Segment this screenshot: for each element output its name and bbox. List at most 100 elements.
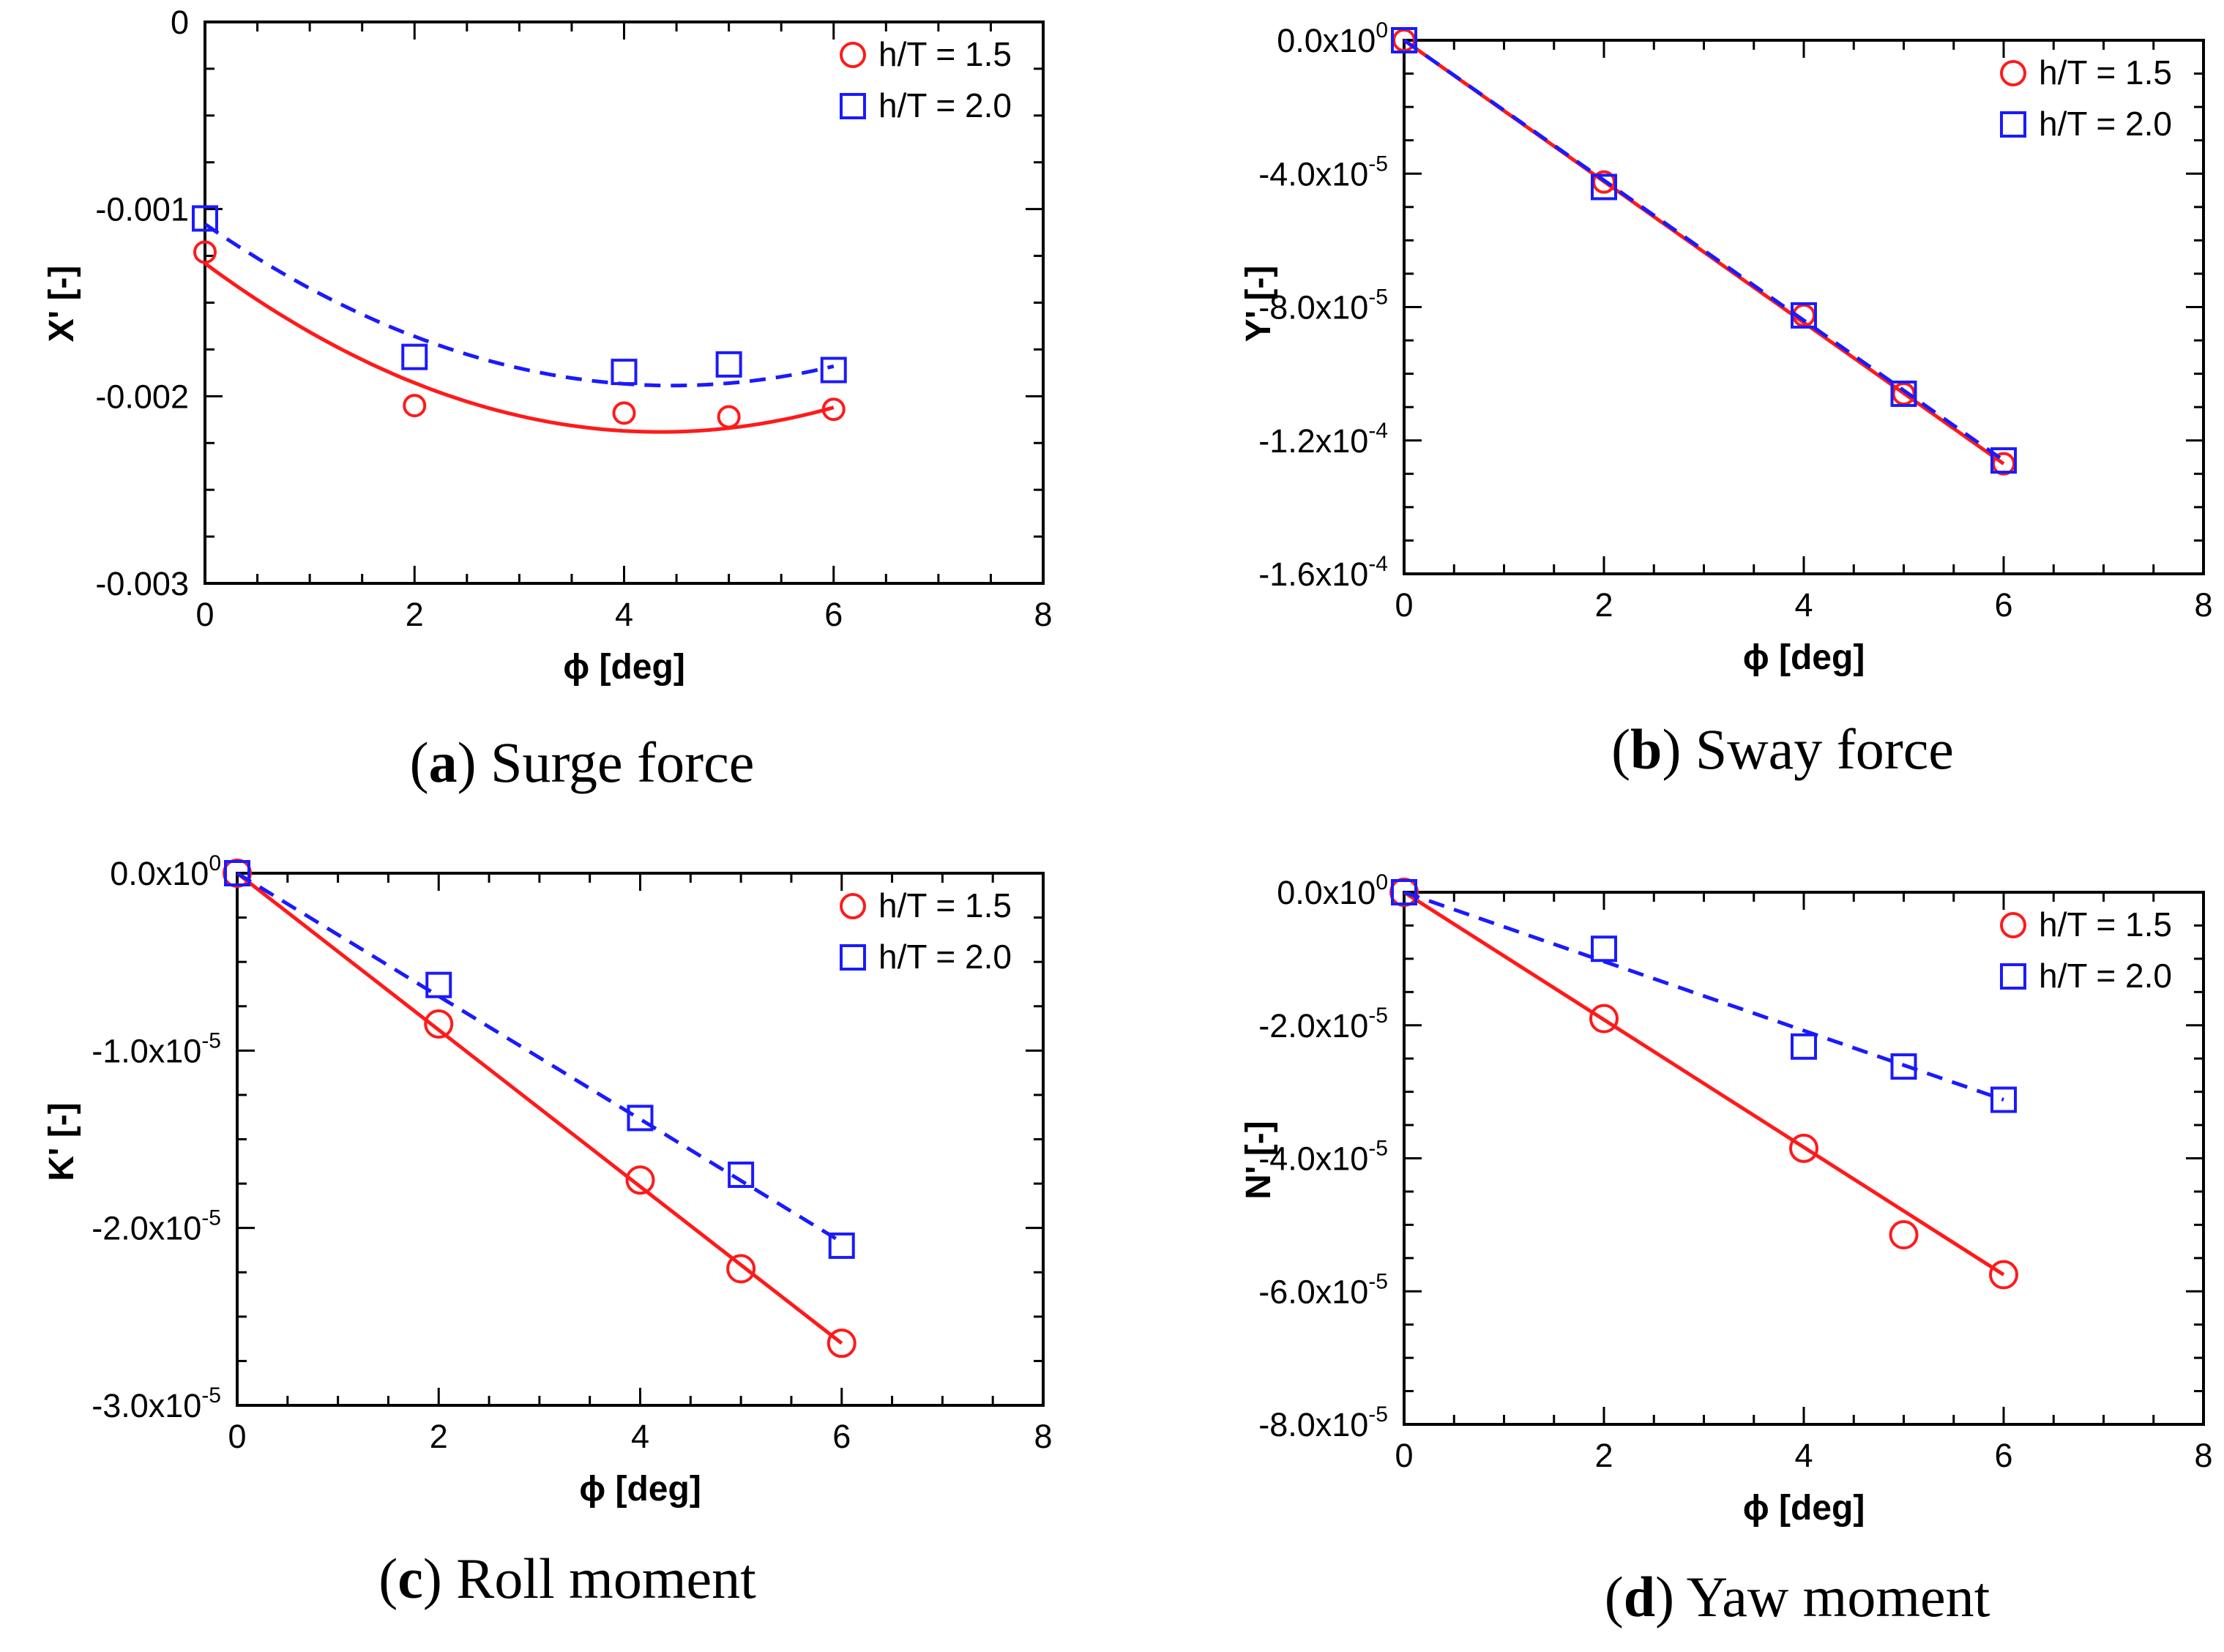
fit-line (1403, 38, 2005, 463)
x-axis-label: ϕ [deg] (1743, 1489, 1865, 1528)
x-axis-label: ϕ [deg] (563, 648, 685, 687)
series-h-t-1-5 (223, 859, 857, 1358)
legend-label: h/T = 1.5 (2039, 905, 2172, 943)
y-axis-label: Y' [-] (1239, 266, 1278, 343)
x-tick-label: 4 (1794, 586, 1813, 624)
y-axis-label: X' [-] (42, 266, 81, 343)
y-tick-label: -4.0x10-5 (1258, 152, 1388, 193)
data-point (1591, 935, 1617, 963)
data-point (826, 1328, 857, 1358)
legend-label: h/T = 2.0 (2039, 957, 2172, 995)
fit-line (236, 871, 843, 1244)
y-tick-label: -4.0x10-5 (1258, 1137, 1388, 1178)
y-tick-label: -1.0x10-5 (92, 1028, 221, 1069)
fit-line (204, 261, 835, 434)
x-tick-label: 2 (406, 596, 424, 633)
y-tick-label: -1.6x10-4 (1258, 552, 1388, 593)
data-point (726, 1254, 756, 1284)
legend-label: h/T = 1.5 (878, 886, 1012, 924)
y-tick-label: -1.2x10-4 (1258, 419, 1388, 460)
y-tick-label: -8.0x10-5 (1258, 285, 1388, 326)
legend-marker (840, 893, 866, 919)
legend-marker (2000, 912, 2026, 938)
fit-line (236, 872, 843, 1345)
y-tick-label: 0 (171, 4, 189, 41)
y-tick-label: 0.0x100 (110, 851, 221, 892)
caption: (b) Sway force (1611, 717, 1954, 781)
chart-c: 0 2 4 6 8 0.0x100 -1.0x10-5 -2.0x10-5 -3.0x10-5 ϕ… (42, 851, 1053, 1610)
fit-line (204, 223, 835, 388)
data-point (224, 860, 250, 886)
legend-label: h/T = 2.0 (878, 86, 1012, 124)
data-point (403, 394, 427, 418)
data-point (728, 1161, 755, 1188)
legend-marker (840, 42, 866, 68)
y-tick-label: 0.0x100 (1277, 18, 1388, 59)
y-tick-label: -8.0x10-5 (1258, 1402, 1388, 1443)
x-tick-label: 8 (1034, 596, 1052, 633)
x-tick-label: 6 (1994, 586, 2012, 624)
x-axis-label: ϕ [deg] (579, 1470, 701, 1509)
y-tick-label: -0.002 (95, 378, 189, 415)
chart-a: 0 2 4 6 8 0 -0.001 -0.002 -0.003 ϕ [deg] X' [-] h/T… (42, 4, 1053, 794)
data-point (1391, 27, 1417, 53)
data-point (1391, 879, 1417, 905)
chart-d: 0 2 4 6 8 0.0x100 -2.0x10-5 -4.0x10-5 -6.0x10-5 -… (1239, 870, 2213, 1629)
data-point (1890, 380, 1917, 407)
data-point (1589, 1003, 1619, 1034)
x-tick-label: 8 (2194, 586, 2212, 624)
x-tick-label: 2 (1594, 1437, 1613, 1474)
data-point (828, 1232, 855, 1259)
caption: (d) Yaw moment (1605, 1565, 1990, 1629)
legend-marker (840, 93, 866, 119)
x-tick-label: 0 (1395, 586, 1413, 624)
caption: (c) Roll moment (378, 1547, 756, 1610)
x-tick-label: 4 (615, 596, 633, 633)
fit-line (1403, 890, 2004, 1102)
y-tick-label: -3.0x10-5 (92, 1383, 221, 1424)
series-h-t-2-0 (192, 205, 847, 388)
series-h-t-1-5 (1389, 878, 2018, 1290)
x-tick-label: 8 (2194, 1437, 2212, 1474)
series-h-t-1-5 (1392, 29, 2015, 476)
series-h-t-2-0 (1391, 879, 2017, 1113)
y-tick-label: 0.0x100 (1277, 870, 1388, 911)
x-tick-label: 2 (430, 1418, 448, 1455)
data-point (193, 240, 217, 264)
x-tick-label: 0 (228, 1418, 246, 1455)
y-tick-label: -6.0x10-5 (1258, 1269, 1388, 1310)
series-h-t-2-0 (1391, 27, 2017, 474)
data-point (192, 205, 218, 232)
legend-marker (2000, 60, 2026, 86)
legend: h/T = 1.5 h/T = 2.0 (840, 886, 1012, 976)
legend-label: h/T = 2.0 (878, 938, 1012, 976)
legend: h/T = 1.5 h/T = 2.0 (840, 35, 1012, 124)
fit-line (1403, 890, 2005, 1277)
y-axis-label: K' [-] (42, 1102, 81, 1181)
data-point (627, 1105, 654, 1132)
data-point (1591, 173, 1617, 201)
data-point (1791, 302, 1817, 329)
y-tick-label: -2.0x10-5 (92, 1206, 221, 1247)
data-point (715, 351, 742, 378)
x-tick-label: 4 (631, 1418, 649, 1455)
legend-label: h/T = 2.0 (2039, 105, 2172, 143)
x-tick-label: 6 (832, 1418, 851, 1455)
data-point (1989, 1260, 2018, 1290)
data-point (717, 405, 741, 429)
x-tick-label: 8 (1034, 1418, 1052, 1455)
fit-line (1403, 38, 2005, 466)
data-point (424, 1009, 454, 1039)
series-h-t-2-0 (224, 860, 855, 1259)
x-tick-label: 0 (195, 596, 214, 633)
legend: h/T = 1.5 h/T = 2.0 (2000, 905, 2172, 995)
data-point (1990, 447, 2017, 474)
caption: (a) Surge force (410, 730, 755, 794)
legend-label: h/T = 1.5 (2039, 53, 2172, 91)
x-tick-label: 4 (1794, 1437, 1813, 1474)
legend: h/T = 1.5 h/T = 2.0 (2000, 53, 2172, 143)
x-tick-label: 0 (1395, 1437, 1413, 1474)
y-tick-label: -0.003 (95, 565, 189, 602)
legend-label: h/T = 1.5 (878, 35, 1012, 73)
